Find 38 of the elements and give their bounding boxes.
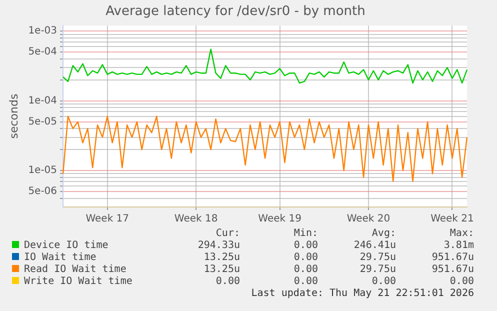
text: Max: bbox=[448, 228, 474, 240]
text: 29.75u bbox=[358, 264, 396, 276]
x-tick-label: Week 21 bbox=[430, 214, 474, 225]
text: 951.67u bbox=[430, 252, 474, 264]
y-tick-label: 5e-04 bbox=[28, 46, 58, 58]
y-tick-label: 1e-03 bbox=[28, 26, 58, 37]
text: 294.33u bbox=[196, 240, 240, 252]
legend-label: Write IO Wait time bbox=[23, 276, 134, 288]
y-tick-label: 1e-05 bbox=[28, 165, 58, 176]
legend-label: IO Wait time bbox=[23, 252, 98, 264]
text: 0.00 bbox=[292, 252, 318, 264]
y-tick-label: 5e-05 bbox=[28, 116, 58, 128]
text: 0.00 bbox=[292, 276, 318, 288]
x-tick-label: Week 18 bbox=[174, 214, 218, 225]
y-tick-label: 1e-04 bbox=[28, 95, 58, 106]
chart-title: Average latency for /dev/sr0 - by month bbox=[106, 4, 366, 20]
text: 246.41u bbox=[352, 240, 396, 252]
text: 0.00 bbox=[448, 276, 474, 288]
text: 0.00 bbox=[214, 276, 240, 288]
x-tick-label: Week 17 bbox=[86, 214, 130, 225]
text: 951.67u bbox=[430, 264, 474, 276]
y-tick-label: 5e-06 bbox=[28, 186, 58, 198]
legend-label: Read IO Wait time bbox=[23, 264, 128, 276]
text: 13.25u bbox=[202, 264, 240, 276]
text: Last update: Thu May 21 22:51:01 2026 bbox=[250, 288, 474, 299]
text: 3.81m bbox=[442, 240, 474, 252]
text: Min: bbox=[292, 228, 318, 240]
legend-label: Device IO time bbox=[23, 240, 110, 252]
text: 13.25u bbox=[202, 252, 240, 264]
x-tick-label: Week 19 bbox=[258, 214, 302, 225]
y-axis-title: seconds bbox=[7, 94, 20, 139]
text: Avg: bbox=[370, 228, 396, 240]
text: Cur: bbox=[214, 228, 240, 240]
x-tick-label: Week 20 bbox=[346, 214, 390, 225]
text: 0.00 bbox=[370, 276, 396, 288]
text: 0.00 bbox=[292, 240, 318, 252]
text: 29.75u bbox=[358, 252, 396, 264]
text: 0.00 bbox=[292, 264, 318, 276]
